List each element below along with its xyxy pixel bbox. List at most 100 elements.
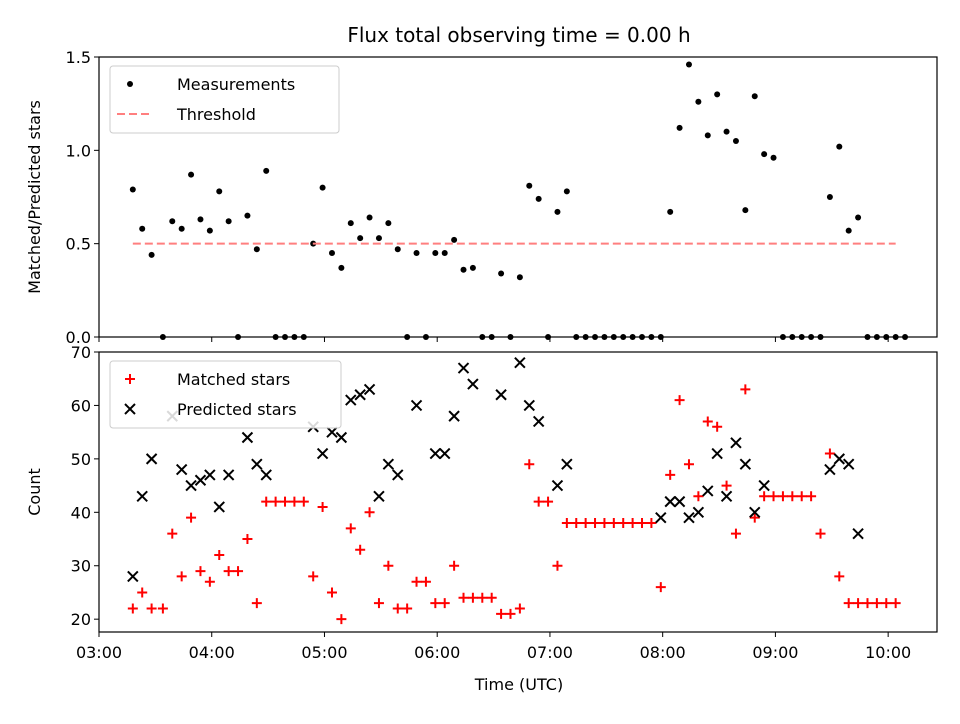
data-point — [852, 527, 864, 540]
data-point — [683, 511, 695, 524]
data-point — [402, 603, 413, 614]
data-point — [451, 236, 458, 243]
y-axis-label: Matched/Predicted stars — [25, 100, 44, 294]
data-point — [552, 560, 563, 571]
data-point — [233, 566, 244, 577]
data-point — [824, 448, 835, 459]
data-point — [251, 458, 263, 470]
data-point — [627, 517, 638, 528]
data-point — [366, 214, 373, 221]
data-point — [665, 469, 676, 480]
data-point — [336, 614, 347, 625]
data-point — [815, 528, 826, 539]
data-point — [253, 246, 260, 253]
data-point — [749, 506, 761, 519]
data-point — [448, 410, 460, 422]
data-point — [890, 598, 901, 609]
data-point — [758, 479, 770, 492]
data-point — [664, 495, 676, 508]
data-point — [410, 399, 423, 412]
data-point — [175, 463, 188, 476]
data-point — [280, 496, 291, 507]
data-point — [721, 480, 732, 491]
data-point — [637, 517, 648, 528]
data-point — [618, 517, 629, 528]
y-tick-label: 1.5 — [66, 48, 91, 67]
data-point — [702, 416, 713, 427]
data-point — [204, 576, 215, 587]
data-point — [740, 384, 751, 395]
data-point — [543, 496, 554, 507]
data-point — [260, 469, 272, 481]
legend-box — [109, 360, 342, 429]
data-point — [169, 218, 176, 225]
data-point — [739, 458, 752, 470]
data-point — [186, 512, 197, 523]
plot-frame — [98, 56, 938, 338]
data-point — [561, 458, 573, 470]
data-point — [655, 582, 666, 593]
data-point — [326, 587, 337, 598]
legend: Matched stars Predicted stars — [109, 360, 342, 429]
top-panel-ratio: Matched/Predicted stars 0.0 0.5 1.0 1.5 Measu… — [25, 48, 938, 347]
data-point — [673, 495, 686, 508]
data-point — [496, 608, 507, 619]
data-point — [871, 598, 882, 609]
data-point — [385, 220, 392, 227]
data-point — [213, 501, 225, 513]
data-point — [674, 395, 685, 406]
legend-label: Matched stars — [177, 370, 290, 389]
y-tick-label: 1.0 — [66, 141, 91, 160]
data-point — [137, 587, 148, 598]
data-point — [411, 576, 422, 587]
data-point — [599, 517, 610, 528]
data-point — [532, 415, 545, 428]
data-point — [420, 576, 431, 587]
x-tick-label: 03:00 — [76, 643, 122, 662]
data-point — [751, 93, 758, 100]
data-point — [375, 235, 382, 242]
data-point — [383, 560, 394, 571]
legend: Measurements Threshold — [109, 65, 340, 134]
data-point — [335, 431, 348, 444]
data-point — [655, 511, 667, 524]
data-point — [317, 501, 328, 512]
data-point — [289, 496, 300, 507]
data-point — [533, 496, 544, 507]
data-point — [216, 188, 223, 195]
y-tick-label: 40 — [71, 503, 91, 522]
data-point — [711, 447, 723, 460]
y-tick-label: 50 — [71, 450, 91, 469]
data-point — [194, 474, 207, 486]
data-point — [363, 383, 376, 396]
legend-marker-plus — [125, 374, 135, 384]
data-point — [129, 186, 136, 193]
data-point — [214, 550, 225, 561]
data-point — [298, 496, 309, 507]
data-point — [826, 194, 833, 200]
data-point — [347, 220, 354, 227]
y-tick-label: 30 — [71, 557, 91, 576]
data-point — [460, 266, 467, 273]
data-point — [486, 592, 497, 603]
x-tick-label: 10:00 — [865, 643, 911, 662]
plot-frame — [98, 351, 938, 633]
legend-label: Predicted stars — [177, 400, 297, 419]
data-point — [720, 490, 733, 502]
data-point — [495, 389, 507, 401]
data-point — [139, 225, 146, 232]
data-point — [319, 184, 326, 191]
data-point — [702, 485, 714, 497]
data-point — [157, 603, 168, 614]
data-point — [439, 447, 451, 460]
data-point — [373, 490, 385, 502]
y-tick-label: 70 — [71, 343, 91, 362]
data-point — [364, 507, 375, 518]
data-point — [197, 216, 204, 223]
data-point — [834, 571, 845, 582]
y-tick-label: 0.5 — [66, 235, 91, 254]
data-point — [441, 250, 448, 256]
data-point — [430, 598, 441, 609]
data-point — [167, 528, 178, 539]
series-matched-stars — [127, 384, 901, 625]
